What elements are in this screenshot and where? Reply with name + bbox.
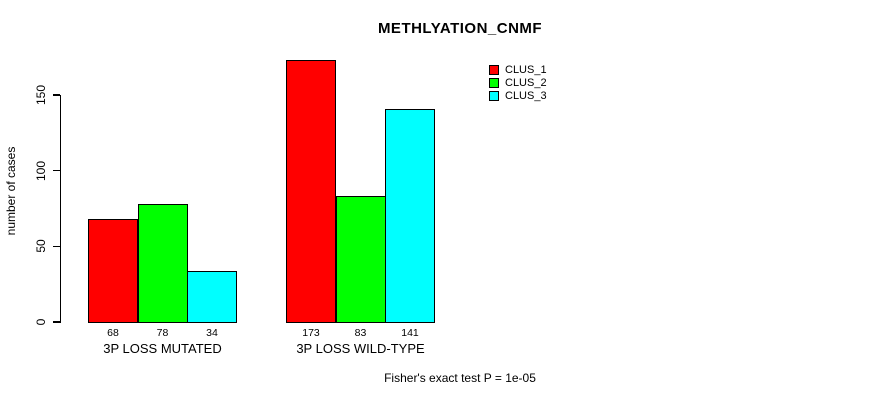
y-axis-line <box>60 95 62 323</box>
legend-row: CLUS_3 <box>489 89 547 102</box>
bar-value-label: 78 <box>156 327 169 339</box>
y-tick-mark <box>53 94 60 96</box>
x-group-label: 3P LOSS MUTATED <box>103 341 222 356</box>
y-tick-mark <box>53 321 60 323</box>
bar-clus_3-group1 <box>187 270 237 324</box>
y-tick-label: 0 <box>34 318 48 326</box>
legend-row: CLUS_1 <box>489 63 547 76</box>
stats-annotation: Fisher's exact test P = 1e-05 <box>384 371 536 385</box>
bar-value-label: 83 <box>354 327 367 339</box>
bar-clus_3-group2 <box>385 108 435 324</box>
y-tick-mark <box>53 245 60 248</box>
y-axis-label: number of cases <box>4 146 18 236</box>
bar-clus_1-group1 <box>88 219 138 324</box>
bar-value-label: 68 <box>107 327 119 339</box>
legend-label: CLUS_1 <box>505 63 547 76</box>
legend-label: CLUS_3 <box>505 89 547 102</box>
y-tick-label: 50 <box>34 239 48 254</box>
x-group-label: 3P LOSS WILD-TYPE <box>296 341 425 356</box>
legend-swatch-clus_2 <box>489 77 499 88</box>
chart-title: METHLYATION_CNMF <box>377 20 543 37</box>
y-tick-label: 100 <box>34 160 48 181</box>
y-tick-label: 150 <box>34 84 48 106</box>
bar-clus_1-group2 <box>286 60 336 324</box>
y-tick-mark <box>53 169 60 172</box>
bar-clus_2-group1 <box>137 203 188 324</box>
legend-swatch-clus_3 <box>489 90 499 101</box>
bar-value-label: 173 <box>302 327 320 339</box>
legend-label: CLUS_2 <box>505 76 547 89</box>
legend: CLUS_1 CLUS_2 CLUS_3 <box>489 63 547 102</box>
bar-value-label: 141 <box>401 327 419 339</box>
legend-swatch-clus_1 <box>489 64 499 75</box>
bar-clus_2-group2 <box>335 196 386 324</box>
bar-value-label: 34 <box>206 327 218 339</box>
legend-row: CLUS_2 <box>489 76 547 89</box>
